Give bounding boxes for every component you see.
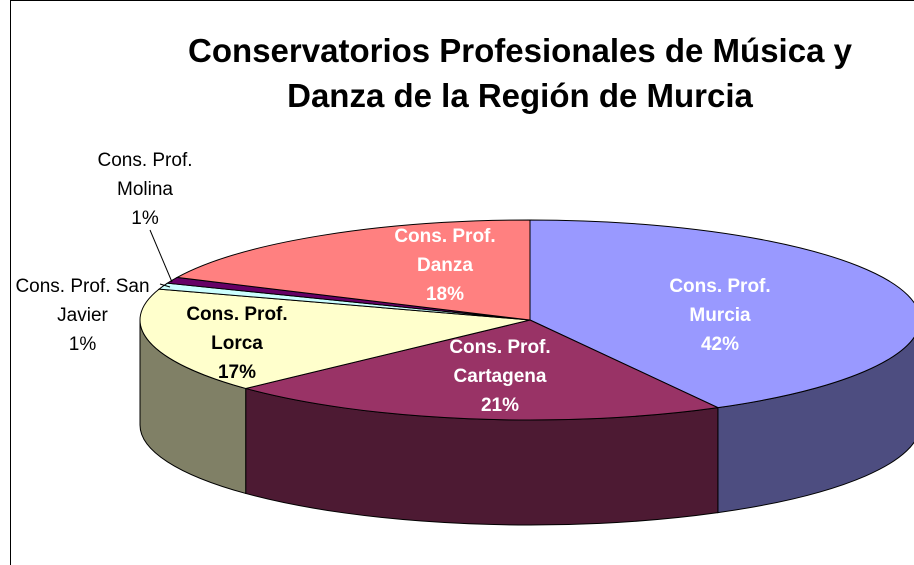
data-label: Cons. Prof. Molina 1% (85, 146, 205, 233)
slice (529, 219, 914, 409)
chart-title: Conservatorios Profesionales de Música y… (188, 32, 852, 114)
label-category: Cons. Prof. Murcia (669, 276, 771, 326)
label-category: Cons. Prof. Lorca (186, 304, 288, 354)
label-value: 1% (68, 334, 97, 355)
label-value: 18% (425, 284, 465, 305)
label-category: Cons. Prof. Danza (394, 226, 496, 276)
leader-line (149, 229, 173, 283)
leader-line (159, 283, 171, 288)
label-category: Cons. Prof. San Javier (15, 276, 150, 326)
slice (175, 219, 531, 321)
data-label: Cons. Prof. Murcia 42% (660, 272, 780, 359)
data-label: Cons. Prof. San Javier 1% (0, 272, 175, 359)
label-category: Cons. Prof. Cartagena (449, 337, 551, 387)
data-label: Cons. Prof. Lorca 17% (172, 300, 302, 387)
slice (245, 319, 720, 421)
label-value: 17% (217, 362, 257, 383)
label-value: 21% (480, 395, 520, 416)
label-category: Cons. Prof. Molina (97, 150, 193, 200)
chart-frame (10, 0, 914, 565)
label-value: 42% (700, 334, 740, 355)
label-value: 1% (131, 208, 159, 229)
slice (139, 288, 531, 389)
data-label: Cons. Prof. Cartagena 21% (430, 333, 570, 420)
data-label: Cons. Prof. Danza 18% (385, 222, 505, 309)
